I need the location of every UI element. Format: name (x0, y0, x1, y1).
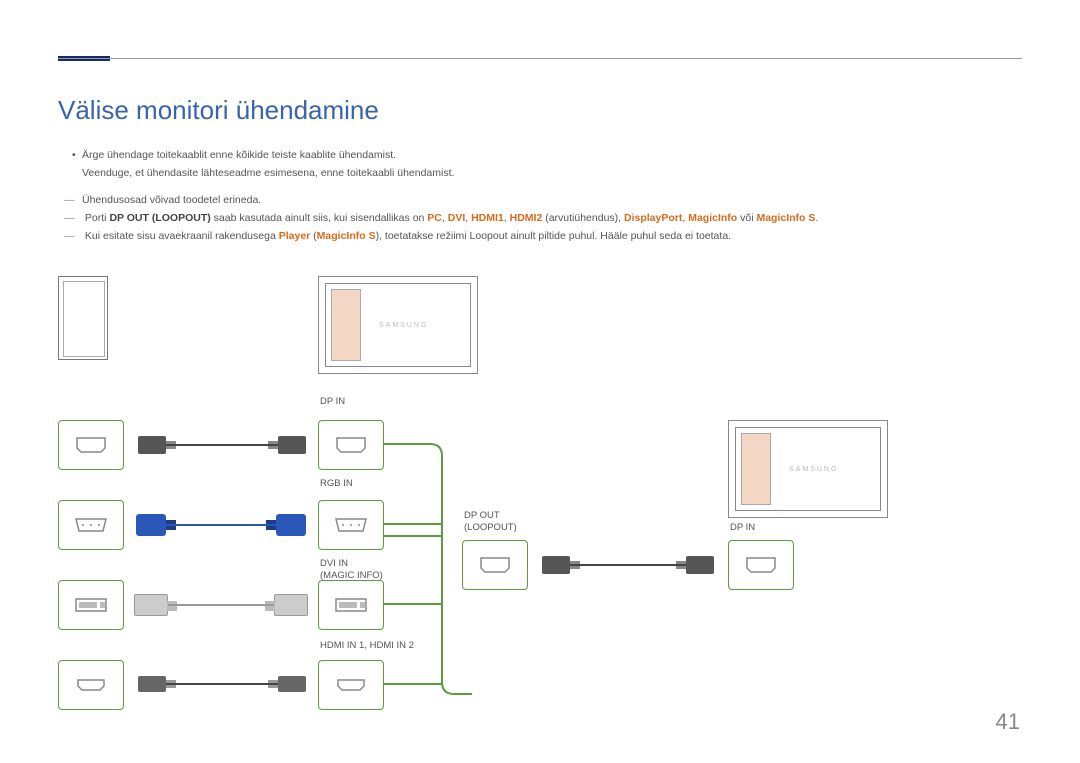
notes-block: ―Ühendusosad võivad toodetel erineda. ― … (64, 192, 818, 246)
monitor-2-back: SAMSUNG (728, 420, 888, 518)
dp-plug-right (278, 436, 306, 454)
bullet-1: Ärge ühendage toitekaablit enne kõikide … (82, 149, 396, 161)
page-title: Välise monitori ühendamine (58, 95, 379, 126)
n2-arv: (arvutiühendus), (542, 212, 624, 224)
hdmi-plug-left (138, 676, 166, 692)
connection-diagram: SAMSUNG SAMSUNG DP IN RGB IN DVI IN (MAG… (58, 270, 1018, 740)
dp-plug-left (138, 436, 166, 454)
n2-dp: DisplayPort (624, 212, 682, 224)
bullet-2: Veenduge, et ühendasite lähteseadme esim… (82, 167, 454, 179)
label-rgb-in: RGB IN (320, 478, 353, 489)
dp-cable (166, 444, 278, 446)
port-mon1-rgb-in (318, 500, 384, 550)
dvi-cable (168, 604, 274, 606)
label-dp-in-2: DP IN (730, 522, 755, 533)
port-mon2-dp-in (728, 540, 794, 590)
n2-pc: PC (427, 212, 442, 224)
label-hdmi-in: HDMI IN 1, HDMI IN 2 (320, 640, 414, 651)
n2-bold: DP OUT (LOOPOUT) (109, 212, 210, 224)
n3-rest: ), toetatakse režiimi Loopout ainult pil… (376, 230, 731, 242)
port-mon1-dvi-in (318, 580, 384, 630)
source-device-icon (58, 276, 108, 360)
loop-cable (570, 564, 686, 566)
n2-mid: saab kasutada ainult siis, kui sisendall… (211, 212, 428, 224)
label-loopout: (LOOPOUT) (464, 522, 517, 533)
brand-1: SAMSUNG (379, 322, 428, 329)
port-mon1-dp-out (462, 540, 528, 590)
n2-mis: MagicInfo S (756, 212, 815, 224)
brand-2: SAMSUNG (789, 466, 838, 473)
n2-or: või (737, 212, 756, 224)
dvi-plug-right (274, 594, 308, 616)
port-mon1-dp-in (318, 420, 384, 470)
n2-mi: MagicInfo (688, 212, 737, 224)
top-rule (58, 58, 1022, 59)
page-number: 41 (996, 709, 1020, 735)
n2-h1: HDMI1 (471, 212, 504, 224)
n3-mis2: MagicInfo S (317, 230, 376, 242)
port-source-dp (58, 420, 124, 470)
port-source-hdmi (58, 660, 124, 710)
label-dp-in: DP IN (320, 396, 345, 407)
port-source-vga (58, 500, 124, 550)
loop-plug-right (686, 556, 714, 574)
n2-end: . (815, 212, 818, 224)
n2-pre: Porti (85, 212, 110, 224)
vga-plug-left (136, 514, 166, 536)
label-dp-out: DP OUT (464, 510, 500, 521)
note-1: Ühendusosad võivad toodetel erineda. (82, 194, 261, 206)
n2-dvi: DVI (448, 212, 466, 224)
port-source-dvi (58, 580, 124, 630)
loop-plug-left (542, 556, 570, 574)
vga-plug-right (276, 514, 306, 536)
dvi-plug-left (134, 594, 168, 616)
n3-pre: Kui esitate sisu avaekraanil rakendusega (85, 230, 279, 242)
intro-bullets: •Ärge ühendage toitekaablit enne kõikide… (72, 148, 454, 184)
vga-cable (166, 524, 276, 526)
port-mon1-hdmi-in (318, 660, 384, 710)
monitor-1-back: SAMSUNG (318, 276, 478, 374)
hdmi-cable (166, 683, 278, 685)
hdmi-plug-right (278, 676, 306, 692)
n3-player: Player (279, 230, 311, 242)
label-dvi-in: DVI IN (320, 558, 348, 569)
n2-h2: HDMI2 (510, 212, 543, 224)
